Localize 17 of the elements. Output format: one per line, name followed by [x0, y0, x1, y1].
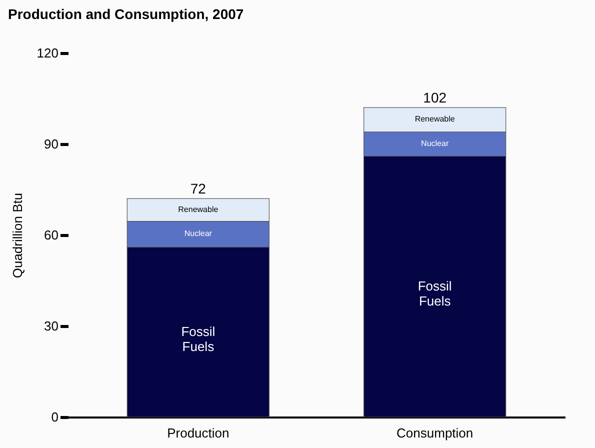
- series-label: Fossil Fuels: [181, 324, 216, 354]
- series-label: Nuclear: [421, 139, 449, 148]
- y-axis-title: Quadrillion Btu: [10, 192, 25, 278]
- y-tick-label: 90: [44, 136, 58, 152]
- text: Fossil Fuels: [418, 278, 452, 309]
- y-tick-label: 60: [44, 228, 58, 242]
- total-label: 72: [190, 180, 206, 197]
- y-tick-label: 120: [36, 46, 58, 60]
- x-tick-label: Production: [167, 426, 230, 440]
- y-tick-label: 30: [44, 318, 58, 334]
- series-label: Renewable: [178, 204, 219, 214]
- text: Nuclear: [184, 229, 212, 238]
- text: Renewable: [414, 114, 455, 124]
- y-tick-label: 0: [51, 410, 58, 424]
- chart-title: Production and Consumption, 2007: [8, 6, 244, 22]
- x-tick-label: Consumption: [396, 426, 474, 440]
- total-label: 102: [423, 90, 447, 106]
